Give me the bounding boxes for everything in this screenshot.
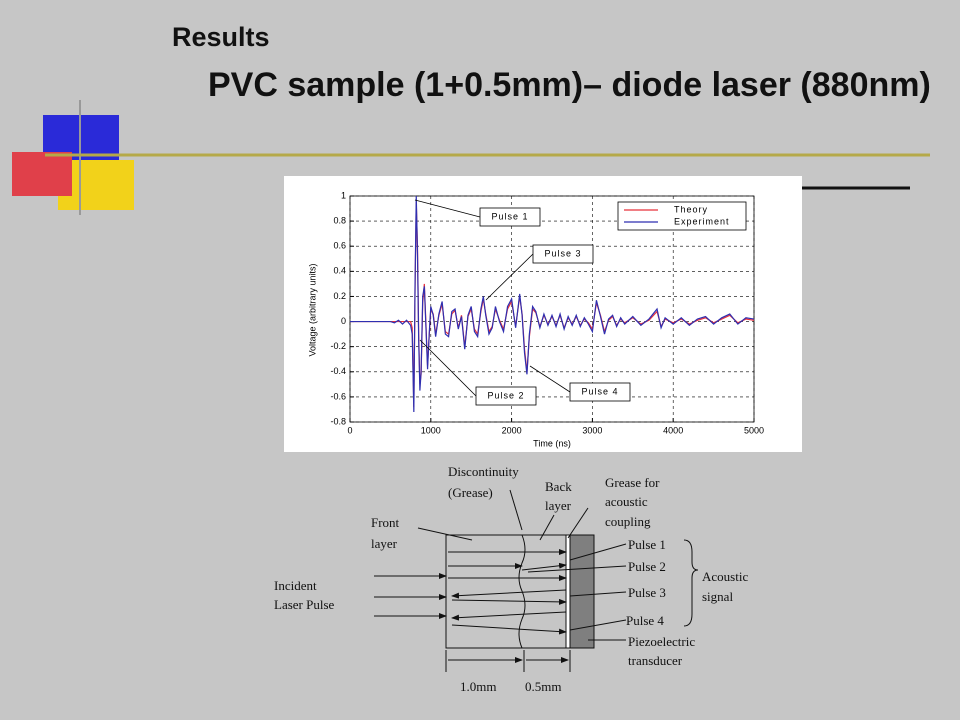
label: Piezoelectric (628, 634, 695, 649)
y-axis-label: Voltage (arbitrary units) (307, 263, 317, 356)
x-tick-label: 4000 (663, 425, 683, 435)
annotation-box (475, 386, 537, 406)
label: Laser Pulse (274, 597, 335, 612)
y-tick-label: -0.4 (330, 366, 346, 376)
label: coupling (605, 514, 651, 529)
y-tick-label: -0.6 (330, 391, 346, 401)
red-square (12, 152, 72, 196)
y-tick-label: 0.8 (333, 215, 346, 225)
x-tick-label: 3000 (582, 425, 602, 435)
annotation: Pulse 2 (487, 390, 524, 400)
leader (419, 339, 477, 397)
label: Pulse 2 (628, 559, 666, 574)
x-axis-label: Time (ns) (533, 438, 571, 448)
title: Results (172, 22, 270, 52)
annotation: Pulse 4 (581, 386, 618, 396)
label: Grease for (605, 475, 660, 490)
label: Pulse 4 (626, 613, 664, 628)
y-tick-label: -0.8 (330, 416, 346, 426)
leader (485, 253, 534, 301)
legend-box (617, 201, 747, 231)
annotation: Pulse 3 (544, 248, 581, 258)
label: Discontinuity (448, 464, 519, 479)
y-tick-label: 0.6 (333, 241, 346, 251)
label: Incident (274, 578, 317, 593)
y-tick-label: 0.4 (333, 266, 346, 276)
label: Pulse 3 (628, 585, 666, 600)
label: acoustic (605, 494, 648, 509)
label: transducer (628, 653, 683, 668)
label: Front (371, 515, 400, 530)
y-tick-label: -0.2 (330, 341, 346, 351)
leader (529, 365, 571, 393)
line-series (350, 195, 755, 412)
label: 1.0mm (460, 679, 496, 694)
annotation-box (532, 244, 594, 264)
label: (Grease) (448, 485, 493, 500)
subtitle: PVC sample (1+0.5mm)– diode laser (880nm… (208, 66, 931, 104)
legend-label: Theory (674, 204, 708, 214)
y-tick-label: 0.2 (333, 291, 346, 301)
x-tick-label: 1000 (421, 425, 441, 435)
label: Back (545, 479, 572, 494)
label: layer (371, 536, 398, 551)
y-tick-label: 1 (341, 190, 346, 200)
y-tick-label: 0 (341, 316, 346, 326)
label: layer (545, 498, 572, 513)
leader (414, 199, 481, 218)
annotation-box (479, 207, 541, 227)
label: Acoustic (702, 569, 748, 584)
x-tick-label: 2000 (502, 425, 522, 435)
label: Pulse 1 (628, 537, 666, 552)
x-tick-label: 5000 (744, 425, 764, 435)
label: 0.5mm (525, 679, 561, 694)
legend-label: Experiment (674, 216, 730, 226)
annotation: Pulse 1 (491, 211, 528, 221)
annotation-box (569, 382, 631, 402)
x-tick-label: 0 (347, 425, 352, 435)
label: signal (702, 589, 733, 604)
diagram-shapes (374, 489, 699, 672)
